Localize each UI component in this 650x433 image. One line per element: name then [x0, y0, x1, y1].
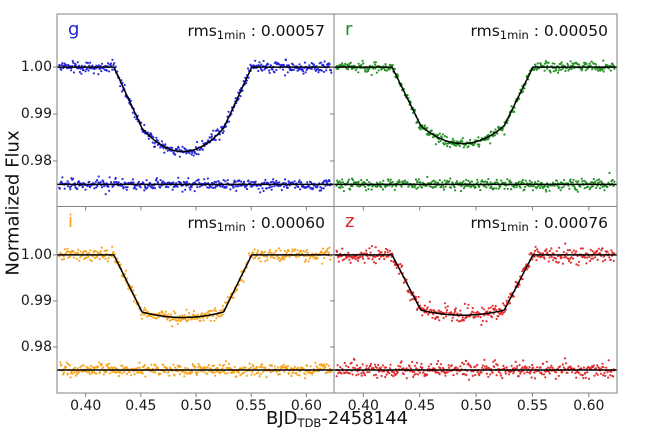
- x-tick-label: 0.40: [347, 398, 379, 414]
- scatter-points-i: [58, 245, 333, 380]
- rms-prefix: rms: [187, 22, 217, 40]
- rms-subscript: 1min: [499, 28, 529, 42]
- x-tick-label: 0.45: [125, 398, 157, 414]
- panel-i: i rms1min : 0.00060: [57, 206, 334, 393]
- x-tick-label: 0.45: [404, 398, 436, 414]
- model-curve-g: [57, 66, 334, 153]
- panel-border: [333, 206, 618, 394]
- rms-label-g: rms1min : 0.00057: [187, 22, 325, 43]
- model-curve-z: [334, 254, 617, 316]
- rms-value: 0.00060: [260, 214, 325, 232]
- x-axis-label: BJDTDB-2458144: [266, 408, 408, 430]
- rms-subscript: 1min: [499, 220, 529, 234]
- rms-label-i: rms1min : 0.00060: [187, 214, 325, 235]
- x-tick-label: 0.60: [290, 398, 322, 414]
- x-tick-label: 0.40: [70, 398, 102, 414]
- x-axis-label-main: BJD: [266, 408, 298, 429]
- rms-prefix: rms: [187, 214, 217, 232]
- rms-prefix: rms: [470, 214, 500, 232]
- y-tick-label: 0.99: [20, 106, 52, 122]
- band-label-r: r: [345, 19, 353, 40]
- y-tick-label: 0.99: [20, 292, 52, 309]
- y-tick-label: 1.00: [20, 246, 52, 263]
- x-tick-label: 0.55: [235, 398, 267, 414]
- model-curve-r: [334, 66, 617, 145]
- x-axis-label-rest: -2458144: [321, 408, 408, 429]
- band-label-z: z: [345, 211, 355, 232]
- x-tick-label: 0.50: [180, 398, 212, 414]
- rms-label-z: rms1min : 0.00076: [470, 214, 608, 235]
- rms-prefix: rms: [470, 22, 500, 40]
- rms-separator: :: [528, 214, 544, 232]
- rms-value: 0.00057: [260, 22, 325, 40]
- model-curve-i: [57, 254, 334, 319]
- panel-g: g rms1min : 0.00057: [57, 14, 334, 206]
- panel-plot-i: [53, 206, 335, 397]
- x-tick-label: 0.60: [573, 398, 605, 414]
- x-axis-label-subscript: TDB: [297, 416, 322, 430]
- rms-separator: :: [528, 22, 544, 40]
- y-tick-label: 0.98: [20, 338, 52, 355]
- panel-plot-z: [330, 206, 618, 397]
- panel-z: z rms1min : 0.00076: [334, 206, 617, 393]
- rms-label-r: rms1min : 0.00050: [470, 22, 608, 43]
- rms-separator: :: [245, 22, 261, 40]
- band-label-i: i: [68, 211, 74, 232]
- y-tick-label: 0.98: [20, 152, 52, 169]
- rms-subscript: 1min: [216, 28, 246, 42]
- x-tick-label: 0.55: [516, 398, 549, 414]
- rms-value: 0.00076: [543, 214, 608, 232]
- rms-value: 0.00050: [543, 22, 608, 40]
- band-label-g: g: [68, 19, 80, 40]
- panel-r: r rms1min : 0.00050: [334, 14, 617, 206]
- rms-separator: :: [245, 214, 261, 232]
- rms-subscript: 1min: [216, 220, 246, 234]
- panel-plot-g: [53, 13, 335, 211]
- x-tick-label: 0.50: [460, 398, 492, 414]
- y-tick-label: 1.00: [20, 59, 52, 76]
